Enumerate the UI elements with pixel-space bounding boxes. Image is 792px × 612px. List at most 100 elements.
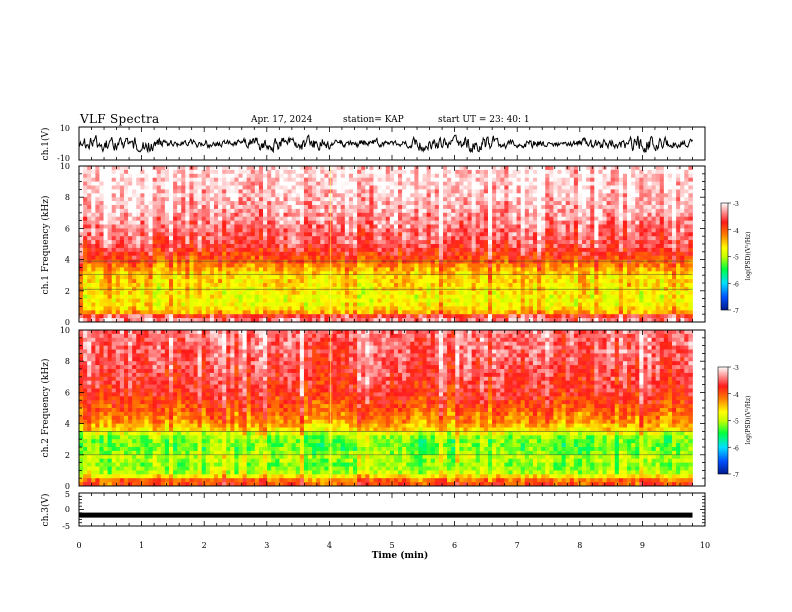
ch1-spectrogram-cell [492, 220, 497, 225]
ch1-spectrogram-cell [524, 224, 530, 229]
ch1-spectrogram-cell [156, 224, 162, 229]
ch1-spectrogram-cell [226, 271, 231, 276]
ch1-spectrogram-cell [242, 236, 248, 241]
ch1-spectrogram-cell [91, 314, 96, 319]
ch1-spectrogram-cell [357, 197, 362, 202]
ch1-spectrogram-cell [299, 247, 305, 253]
ch1-spectrogram-cell [361, 255, 366, 260]
ch1-spectrogram-cell [177, 255, 182, 260]
ch1-spectrogram-cell [508, 240, 513, 245]
ch1-spectrogram-cell [500, 173, 505, 179]
ch1-spectrogram-cell [312, 275, 317, 280]
ch1-spectrogram-cell [132, 314, 137, 319]
ch1-spectrogram-cell [295, 232, 301, 237]
ch1-spectrogram-cell [553, 271, 558, 276]
ch1-spectrogram-cell [324, 271, 329, 276]
ch1-spectrogram-cell [267, 240, 272, 245]
ch1-spectrogram-cell [119, 247, 125, 253]
ch1-spectrogram-cell [414, 181, 419, 186]
ch1-spectrogram-cell [537, 314, 542, 319]
ch1-spectrogram-cell [569, 193, 575, 198]
ch1-spectrogram-cell [455, 201, 460, 206]
ch1-spectrogram-cell [295, 244, 301, 249]
ch1-spectrogram-cell [438, 263, 444, 268]
ch1-spectrogram-cell [83, 224, 88, 229]
ch1-spectrogram-cell [365, 181, 370, 186]
ch1-spectrogram-cell [303, 244, 309, 249]
ch1-spectrogram-cell [95, 185, 100, 190]
ch1-spectrogram-cell [279, 189, 284, 194]
ch1-spectrogram-cell [79, 298, 84, 303]
ch1-spectrogram-cell [537, 228, 542, 233]
ch1-spectrogram-cell [185, 193, 190, 198]
ch1-spectrogram-cell [565, 228, 571, 233]
ch1-spectrogram-cell [553, 236, 558, 241]
ch1-spectrogram-cell [487, 185, 493, 190]
ch1-spectrogram-cell [185, 201, 190, 206]
ch1-spectrogram-cell [541, 240, 546, 245]
ch1-spectrogram-cell [471, 290, 477, 296]
ch1-spectrogram-cell [148, 201, 154, 206]
ch1-spectrogram-cell [254, 169, 260, 175]
ch1-spectrogram-cell [532, 236, 538, 241]
ch1-spectrogram-cell [430, 244, 436, 249]
ch1-spectrogram-cell [226, 173, 231, 179]
ch1-spectrogram-cell [168, 298, 174, 303]
ch1-spectrogram-cell [181, 251, 186, 257]
ch1-spectrogram-cell [479, 201, 485, 206]
ch1-spectrogram-cell [222, 314, 227, 319]
ch1-spectrogram-cell [369, 177, 374, 182]
ch1-spectrogram-cell [500, 220, 505, 225]
ch1-spectrogram-cell [87, 166, 92, 171]
ch1-spectrogram-cell [222, 208, 227, 214]
ch1-spectrogram-cell [487, 220, 493, 225]
ch1-spectrogram-cell [299, 306, 305, 311]
ch1-spectrogram-cell [430, 310, 436, 315]
ch1-spectrogram-cell [357, 247, 362, 253]
ch1-spectrogram-cell [455, 247, 460, 253]
ch1-spectrogram-cell [111, 166, 117, 171]
ch1-spectrogram-cell [193, 314, 199, 319]
ch1-spectrogram-cell [332, 236, 338, 241]
ch1-spectrogram-cell [234, 290, 239, 296]
ch1-spectrogram-cell [303, 216, 309, 221]
ch1-spectrogram-cell [275, 177, 280, 182]
ch1-spectrogram-cell [140, 224, 145, 229]
ch1-spectrogram-cell [242, 208, 248, 214]
ch1-spectrogram-cell [402, 208, 407, 214]
ch1-spectrogram-cell [107, 185, 113, 190]
ch1-spectrogram-cell [459, 232, 464, 237]
ch1-spectrogram-cell [385, 275, 391, 280]
ch1-spectrogram-cell [455, 251, 460, 257]
ch1-spectrogram-cell [193, 302, 199, 307]
ch1-spectrogram-cell [418, 228, 423, 233]
ch1-spectrogram-cell [250, 181, 256, 186]
ch1-spectrogram-cell [487, 177, 493, 182]
ch1-spectrogram-cell [123, 216, 129, 221]
ch1-spectrogram-cell [291, 247, 297, 253]
ch1-spectrogram-cell [91, 236, 96, 241]
ch1-spectrogram-cell [312, 318, 317, 323]
ch1-spectrogram-cell [295, 247, 301, 253]
ch1-spectrogram-cell [83, 181, 88, 186]
ch1-spectrogram-cell [193, 177, 199, 182]
ch1-spectrogram-cell [275, 290, 280, 296]
ch1-spectrogram-cell [263, 314, 268, 319]
ch1-spectrogram-cell [332, 247, 338, 253]
ch1-spectrogram-cell [222, 255, 227, 260]
ch1-spectrogram-cell [152, 177, 158, 182]
ch1-spectrogram-cell [569, 181, 575, 186]
ch1-spectrogram-cell [189, 275, 194, 280]
ch1-spectrogram-cell [353, 236, 358, 241]
ch1-spectrogram-cell [136, 208, 141, 214]
ch1-spectrogram-cell [144, 232, 149, 237]
ch1-spectrogram-cell [479, 306, 485, 311]
ch1-spectrogram-cell [267, 216, 272, 221]
ch1-spectrogram-cell [443, 283, 448, 288]
ch1-spectrogram-cell [414, 306, 419, 311]
ch1-spectrogram-cell [107, 220, 113, 225]
ch1-spectrogram-cell [103, 298, 109, 303]
ch1-spectrogram-cell [201, 247, 207, 253]
ch1-spectrogram-cell [152, 181, 158, 186]
ch1-spectrogram-cell [430, 208, 436, 214]
